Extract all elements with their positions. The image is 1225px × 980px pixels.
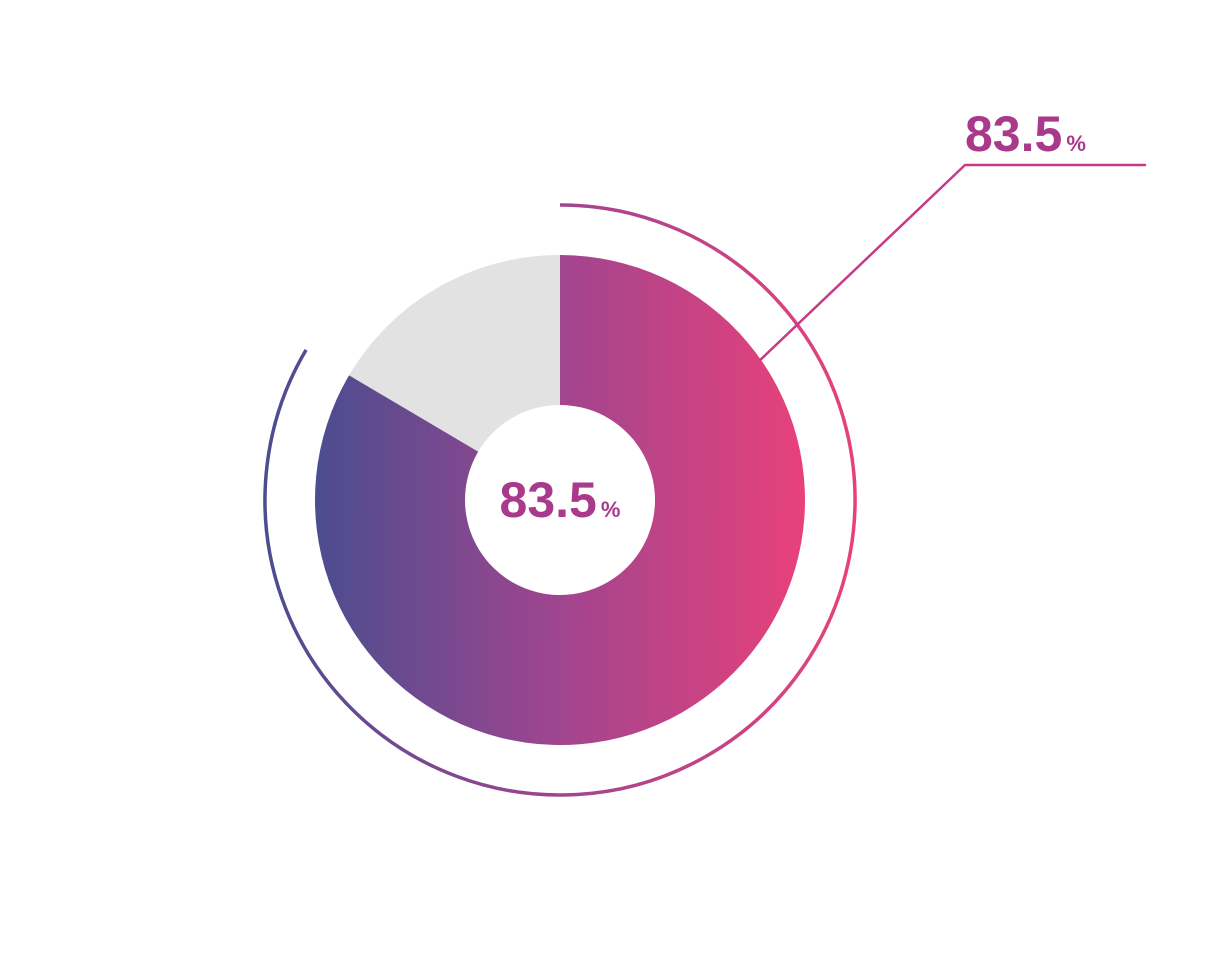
center-percent-value: 83.5 <box>500 472 597 528</box>
center-percent-suffix: % <box>601 497 621 522</box>
callout-percent-label: 83.5% <box>965 109 1086 165</box>
center-percent-label: 83.5% <box>500 475 621 525</box>
callout-percent-suffix: % <box>1066 131 1086 156</box>
callout-leader-line <box>761 165 1145 359</box>
chart-stage: 83.5% 83.5% <box>0 0 1225 980</box>
callout-percent-value: 83.5 <box>965 106 1062 162</box>
